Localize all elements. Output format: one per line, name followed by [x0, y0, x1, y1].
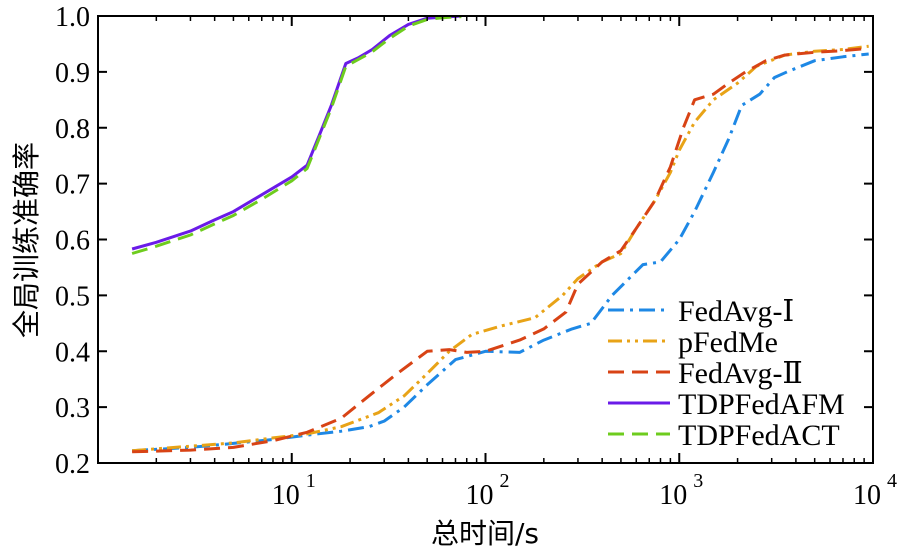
x-tick-label: 10: [853, 480, 881, 511]
series-line: [132, 52, 869, 453]
x-tick-exponent: 4: [887, 470, 897, 492]
y-tick-label: 1.0: [55, 2, 90, 33]
x-tick-label: 10: [466, 480, 494, 511]
y-tick-label: 0.6: [55, 226, 90, 257]
series-line: [131, 16, 462, 251]
y-tick-label: 0.3: [55, 393, 90, 424]
x-tick-label: 10: [659, 480, 687, 511]
legend-label: pFedMe: [678, 326, 778, 359]
series-line: [131, 44, 869, 453]
y-tick-label: 0.7: [55, 170, 90, 201]
x-tick-exponent: 1: [306, 470, 316, 492]
series-layer: [131, 16, 869, 454]
legend-label: TDPFedACT: [678, 419, 840, 452]
legend-label: FedAvg-Ⅱ: [678, 357, 803, 390]
legend-label: FedAvg-Ⅰ: [678, 295, 794, 328]
y-axis-title: 全局训练准确率: [10, 142, 43, 338]
x-tick-label: 10: [272, 480, 300, 511]
y-tick-label: 0.2: [55, 449, 90, 480]
legend-label: TDPFedAFM: [678, 388, 845, 421]
x-tick-exponent: 3: [693, 470, 703, 492]
y-tick-label: 0.4: [55, 337, 90, 368]
y-tick-label: 0.9: [55, 58, 90, 89]
x-tick-exponent: 2: [500, 470, 510, 492]
y-tick-label: 0.5: [55, 281, 90, 312]
x-axis-title: 总时间/s: [431, 517, 539, 550]
tick-labels: 0.2 0.3 0.4 0.5 0.6 0.7 0.8 0.9 1.0 10 1 10 2 10 3 10 4: [55, 2, 897, 511]
series-line: [131, 16, 462, 255]
axis-ticks: [98, 15, 874, 464]
y-tick-label: 0.8: [55, 114, 90, 145]
